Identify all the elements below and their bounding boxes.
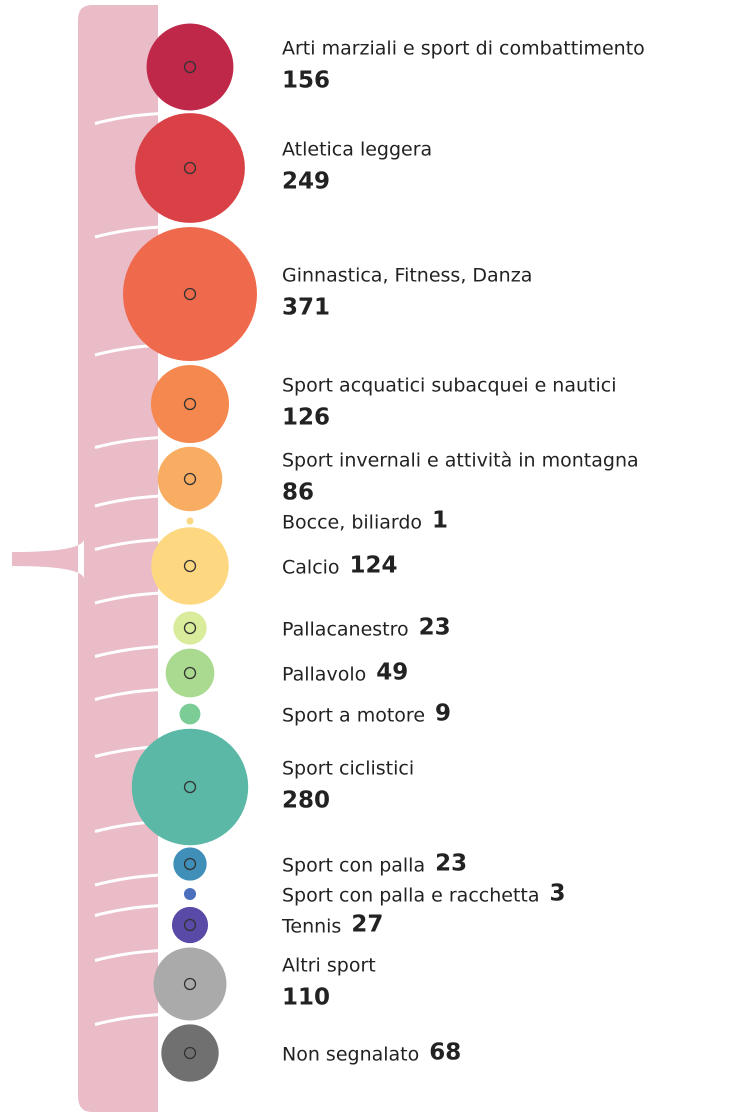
center-ring: [183, 621, 197, 635]
category-label: Sport invernali e attività in montagna: [282, 450, 639, 472]
category-label: Sport ciclistici: [282, 758, 414, 780]
center-ring: [183, 918, 197, 932]
category-label: Ginnastica, Fitness, Danza: [282, 265, 532, 287]
value-label: 9: [435, 701, 451, 727]
bubble: [135, 113, 245, 223]
bubble: [150, 364, 230, 444]
value-label: 49: [376, 660, 408, 686]
bubble: [173, 847, 207, 881]
center-ring: [183, 161, 197, 175]
category-label: Non segnalato: [282, 1044, 419, 1066]
bubble: [123, 227, 257, 361]
bubble: [171, 906, 209, 944]
separator: [94, 949, 161, 962]
bubble: [173, 611, 207, 645]
center-ring: [183, 1046, 197, 1060]
value-label: 371: [282, 295, 330, 321]
separator: [94, 688, 161, 701]
separator: [94, 904, 161, 917]
separator: [94, 436, 161, 449]
center-ring: [183, 857, 197, 871]
bubble: [161, 1024, 219, 1082]
separator: [94, 112, 161, 125]
bubble: [153, 947, 227, 1021]
value-label: 86: [282, 480, 314, 506]
value-label: 23: [435, 851, 467, 877]
center-ring: [183, 287, 197, 301]
category-label: Atletica leggera: [282, 139, 432, 161]
category-label: Sport a motore: [282, 705, 425, 727]
separator: [94, 591, 161, 605]
value-label: 3: [550, 881, 566, 907]
separator: [94, 538, 161, 551]
center-ring: [183, 559, 197, 573]
value-label: 156: [282, 68, 330, 94]
category-label: Sport con palla: [282, 855, 425, 877]
category-label: Altri sport: [282, 955, 376, 977]
value-label: 124: [350, 553, 398, 579]
category-label: Pallavolo: [282, 664, 366, 686]
bubble: [146, 23, 234, 111]
bubble: [186, 517, 194, 525]
center-ring: [183, 397, 197, 411]
center-ring: [183, 977, 197, 991]
center-ring: [183, 666, 197, 680]
category-label: Arti marziali e sport di combattimento: [282, 38, 645, 60]
value-label: 126: [282, 405, 330, 431]
value-label: 110: [282, 985, 330, 1011]
value-label: 23: [419, 615, 451, 641]
separator: [94, 494, 161, 508]
bubble: [165, 648, 215, 698]
separator: [94, 645, 161, 658]
bracket: [12, 5, 158, 1112]
value-label: 249: [282, 169, 330, 195]
value-label: 27: [351, 912, 383, 938]
category-label: Sport acquatici subacquei e nautici: [282, 375, 617, 397]
separator: [94, 1013, 161, 1026]
value-label: 1: [432, 508, 448, 534]
center-ring: [183, 780, 197, 794]
value-label: 280: [282, 788, 330, 814]
bubble: [131, 728, 249, 846]
bubble: [151, 527, 229, 605]
category-label: Bocce, biliardo: [282, 512, 422, 534]
separator: [94, 225, 161, 239]
center-ring: [183, 60, 197, 74]
separator: [94, 873, 161, 887]
bubble: [183, 887, 197, 901]
category-label: Sport con palla e racchetta: [282, 885, 540, 907]
bubble: [179, 703, 201, 725]
category-label: Calcio: [282, 557, 340, 579]
category-label: Pallacanestro: [282, 619, 409, 641]
center-ring: [183, 472, 197, 486]
bubble: [157, 446, 223, 512]
category-label: Tennis: [281, 916, 341, 938]
value-label: 68: [429, 1040, 461, 1066]
